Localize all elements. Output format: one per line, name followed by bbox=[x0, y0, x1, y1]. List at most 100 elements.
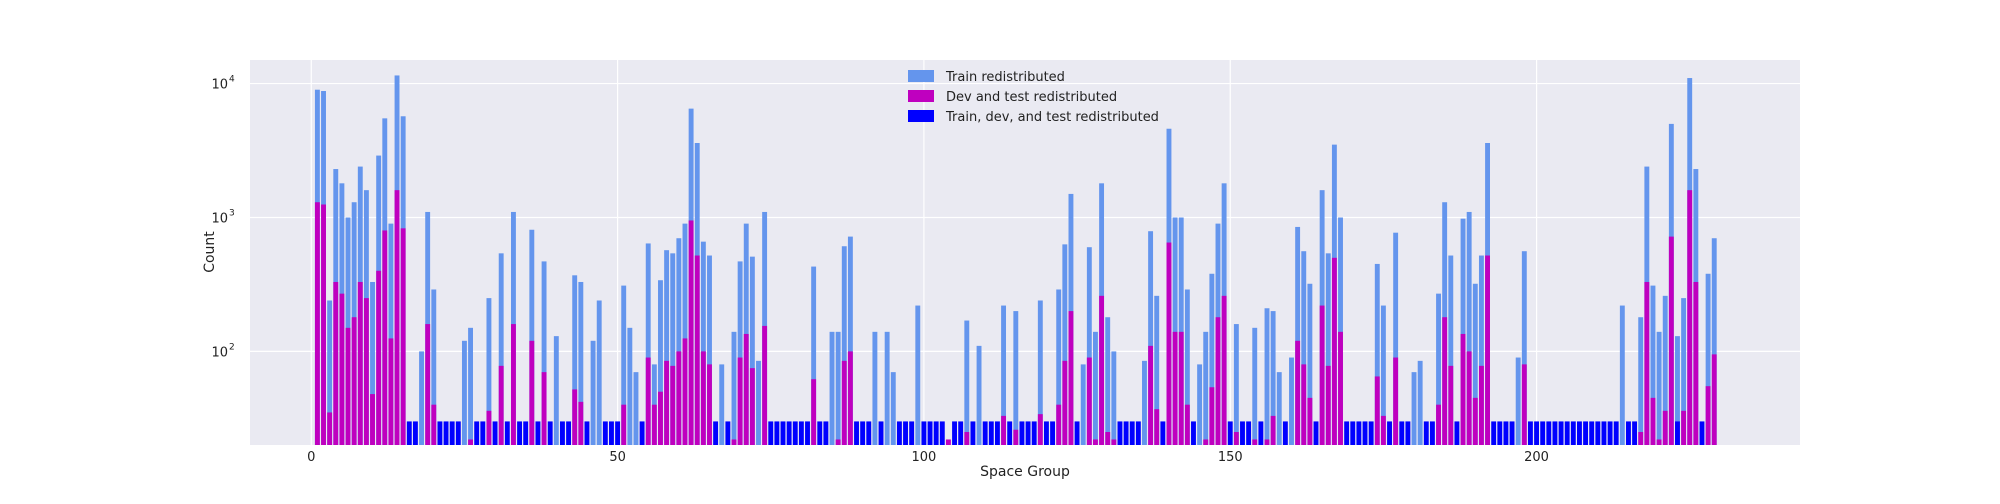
bar bbox=[1460, 333, 1466, 445]
bar bbox=[847, 236, 853, 445]
bar bbox=[621, 285, 627, 445]
bar bbox=[811, 379, 817, 445]
bar bbox=[1619, 305, 1625, 445]
legend-entry: Train redistributed bbox=[908, 70, 1065, 85]
bar bbox=[994, 421, 1000, 445]
y-tick-label: 10 4 bbox=[211, 75, 235, 93]
bar bbox=[1374, 376, 1380, 445]
bar bbox=[1527, 421, 1533, 445]
bar bbox=[560, 421, 565, 445]
bar bbox=[737, 261, 743, 445]
bar bbox=[1135, 421, 1141, 445]
bar bbox=[945, 439, 951, 445]
bar bbox=[658, 391, 663, 445]
bar bbox=[517, 421, 523, 445]
bar bbox=[1393, 232, 1399, 445]
bar bbox=[707, 364, 712, 445]
bar bbox=[596, 300, 602, 445]
bar bbox=[676, 238, 682, 445]
bar bbox=[933, 421, 939, 445]
bar bbox=[829, 331, 835, 445]
bar bbox=[841, 360, 847, 445]
bar bbox=[854, 421, 859, 445]
bar bbox=[645, 357, 651, 445]
bar bbox=[896, 421, 902, 445]
bar bbox=[1142, 360, 1147, 445]
bar bbox=[1258, 421, 1264, 445]
bar bbox=[327, 300, 333, 445]
bar bbox=[835, 439, 841, 445]
bar bbox=[1405, 421, 1411, 445]
bar bbox=[1356, 421, 1362, 445]
bar bbox=[1111, 439, 1117, 445]
bar bbox=[719, 364, 725, 445]
bar bbox=[1172, 331, 1178, 445]
y-tick-label: 10 2 bbox=[211, 342, 234, 360]
bar bbox=[1374, 263, 1380, 445]
bar bbox=[370, 394, 375, 445]
x-tick-label: 0 bbox=[307, 450, 315, 465]
bar bbox=[492, 421, 498, 445]
bar bbox=[388, 338, 394, 445]
bar bbox=[1252, 327, 1258, 445]
bar bbox=[474, 421, 480, 445]
bar bbox=[1534, 421, 1540, 445]
bar bbox=[437, 421, 443, 445]
bar bbox=[1589, 421, 1595, 445]
bar bbox=[1448, 365, 1454, 445]
bar bbox=[1050, 421, 1056, 445]
bar bbox=[731, 331, 737, 445]
bar bbox=[1644, 281, 1650, 445]
bar bbox=[541, 372, 547, 445]
bar bbox=[1313, 421, 1319, 445]
bar bbox=[1037, 300, 1043, 445]
bar bbox=[982, 421, 988, 445]
bar bbox=[327, 412, 333, 445]
bar bbox=[1117, 421, 1123, 445]
y-tick-base: 10 bbox=[211, 211, 228, 226]
bar bbox=[1503, 421, 1509, 445]
series-3 bbox=[406, 421, 1705, 445]
bar bbox=[1540, 421, 1546, 445]
bar bbox=[1472, 283, 1478, 445]
bar bbox=[1515, 357, 1521, 445]
bar bbox=[1295, 226, 1301, 445]
bar bbox=[798, 421, 804, 445]
bar bbox=[1178, 331, 1184, 445]
bar bbox=[1466, 211, 1472, 445]
bar bbox=[1699, 421, 1705, 445]
legend-entry: Train, dev, and test redistributed bbox=[908, 110, 1159, 125]
bar bbox=[498, 365, 504, 445]
bar bbox=[890, 372, 896, 445]
bar bbox=[1221, 295, 1227, 445]
bar bbox=[1031, 421, 1037, 445]
bar bbox=[1325, 365, 1331, 445]
bar bbox=[1307, 283, 1313, 445]
bar bbox=[1123, 421, 1129, 445]
bar bbox=[504, 421, 510, 445]
bar bbox=[388, 223, 394, 445]
bar bbox=[1037, 414, 1043, 445]
legend-swatch bbox=[908, 70, 934, 82]
bar bbox=[1448, 255, 1454, 445]
y-tick-exponent: 2 bbox=[229, 342, 235, 352]
bar bbox=[811, 266, 817, 445]
bar bbox=[633, 372, 639, 445]
bar bbox=[958, 421, 964, 445]
bar bbox=[1362, 421, 1368, 445]
legend-label: Dev and test redistributed bbox=[946, 90, 1117, 105]
bar bbox=[1454, 421, 1460, 445]
bar bbox=[878, 421, 884, 445]
bar bbox=[314, 202, 320, 445]
bar bbox=[1583, 421, 1589, 445]
bar bbox=[1203, 439, 1209, 445]
bar bbox=[523, 421, 529, 445]
bar bbox=[1062, 360, 1068, 445]
bar bbox=[847, 351, 853, 445]
bar bbox=[1191, 421, 1196, 445]
bar bbox=[1546, 421, 1552, 445]
bar bbox=[468, 327, 473, 445]
bar bbox=[823, 421, 829, 445]
bar bbox=[915, 305, 921, 445]
